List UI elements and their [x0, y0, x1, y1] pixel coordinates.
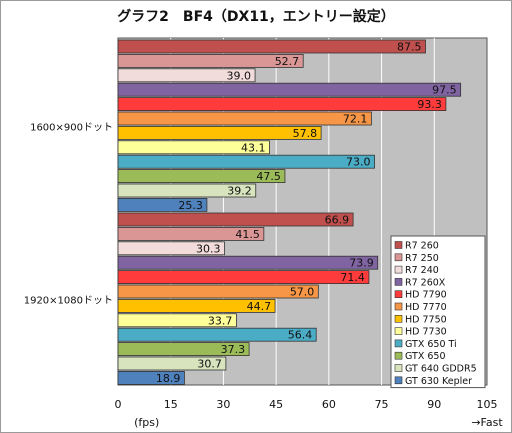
bar: [117, 226, 265, 241]
bar-value-label: 71.4: [340, 271, 365, 284]
bar-value-label: 52.7: [275, 55, 300, 68]
legend-swatch: [394, 339, 403, 348]
legend-swatch: [394, 290, 403, 299]
bar-value-label: 57.8: [293, 127, 318, 140]
legend-swatch: [394, 278, 403, 286]
bar: [117, 255, 379, 270]
legend-label: HD 7790: [405, 290, 447, 301]
bar: [117, 284, 319, 299]
x-axis-fast-label: →Fast: [471, 416, 503, 429]
x-axis-ticks: 0 15 30 45 60 75 90 105: [115, 398, 498, 411]
legend-label: GT 640 GDDR5: [405, 364, 477, 375]
bar: [117, 97, 447, 111]
bar-value-label: 56.4: [288, 329, 313, 342]
legend-label: GTX 650: [405, 351, 446, 362]
x-tick-label: 90: [427, 398, 441, 411]
legend-swatch: [394, 314, 403, 323]
chart-title: グラフ2 BF4（DX11，エントリー設定）: [117, 9, 395, 25]
bar: [117, 68, 256, 83]
bar: [117, 111, 372, 126]
legend-label: GTX 650 Ti: [405, 339, 457, 350]
bar-value-label: 25.3: [178, 199, 203, 212]
x-tick-label: 60: [322, 398, 336, 411]
legend-label: HD 7770: [405, 302, 447, 313]
y-group-label: 1920×1080ドット: [24, 295, 113, 306]
bar: [117, 82, 462, 97]
legend-swatch: [394, 327, 403, 335]
x-tick-label: 30: [216, 398, 230, 411]
x-tick-label: 45: [269, 398, 283, 411]
bar-value-label: 39.2: [227, 185, 252, 198]
bar-value-label: 37.3: [221, 343, 246, 356]
y-group-label: 1600×900ドット: [30, 122, 113, 133]
legend-swatch: [394, 241, 403, 249]
bar-value-label: 30.7: [197, 358, 222, 371]
bar-value-label: 43.1: [241, 141, 266, 154]
bar: [117, 370, 185, 385]
legend-swatch: [394, 351, 403, 360]
bar-value-label: 73.9: [349, 257, 374, 270]
x-tick-label: 0: [115, 398, 122, 411]
bar-value-label: 47.5: [256, 170, 281, 183]
legend-label: HD 7750: [405, 314, 447, 325]
bar: [117, 327, 317, 342]
bar: [117, 342, 250, 357]
bar-value-label: 72.1: [343, 113, 368, 126]
bar-value-label: 39.0: [227, 69, 252, 82]
bar: [117, 270, 370, 285]
legend-swatch: [394, 376, 403, 385]
bar-value-label: 93.3: [417, 98, 442, 111]
bar: [117, 54, 304, 68]
legend-swatch: [394, 364, 403, 372]
bar: [117, 126, 322, 140]
bar-value-label: 73.0: [346, 156, 371, 169]
bar: [117, 197, 208, 212]
bar-value-label: 44.7: [247, 300, 272, 313]
y-axis-group-labels: 1600×900ドット 1920×1080ドット: [24, 122, 113, 306]
legend-swatch: [394, 265, 403, 274]
bar-value-label: 41.5: [235, 228, 260, 241]
bar-value-label: 87.5: [397, 41, 422, 54]
x-tick-label: 105: [477, 398, 498, 411]
bar: [117, 313, 237, 328]
legend-swatch: [394, 253, 403, 262]
bar-value-label: 33.7: [208, 314, 233, 327]
bar-value-label: 30.3: [196, 242, 221, 255]
legend-label: R7 250: [405, 253, 439, 264]
bar-value-label: 18.9: [156, 372, 181, 385]
x-tick-label: 15: [164, 398, 178, 411]
legend-label: HD 7730: [405, 327, 447, 338]
bar-value-label: 97.5: [432, 84, 457, 97]
bar: [117, 298, 276, 313]
x-tick-label: 75: [375, 398, 389, 411]
bar: [117, 39, 426, 54]
legend-label: R7 240: [405, 265, 439, 276]
x-axis-label: (fps): [134, 416, 159, 429]
bar: [117, 169, 286, 184]
bar: [117, 356, 227, 371]
legend-swatch: [394, 302, 403, 311]
bar: [117, 212, 354, 227]
bar: [117, 183, 257, 198]
legend-box: [390, 235, 486, 389]
bar-value-label: 57.0: [290, 286, 315, 299]
bar: [117, 154, 375, 169]
bar: [117, 140, 270, 155]
legend-label: GT 630 Kepler: [405, 376, 472, 387]
legend-label: R7 260: [405, 241, 439, 252]
bar: [117, 241, 225, 256]
bars: 87.5 52.7 39.0 97.593.3 72.1 57.8 43.1 73.0 47.5…: [117, 39, 462, 385]
legend-label: R7 260X: [405, 277, 446, 288]
bar-value-label: 66.9: [325, 214, 350, 227]
